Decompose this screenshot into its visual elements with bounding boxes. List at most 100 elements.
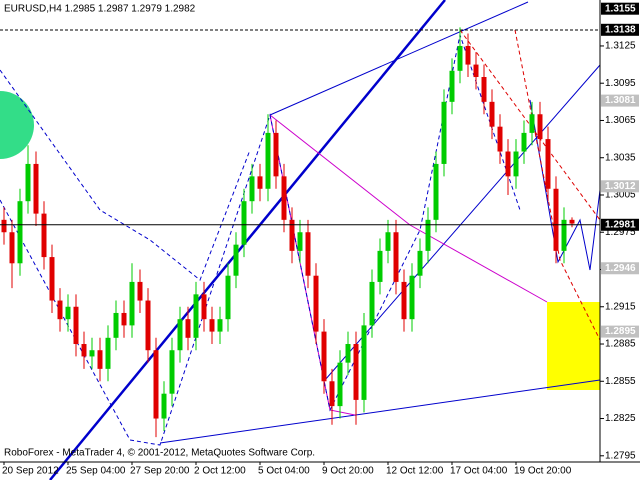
x-tick-label: 5 Oct 04:00 xyxy=(258,466,310,477)
candle-body xyxy=(89,350,95,357)
x-tick-label: 20 Sep 2012 xyxy=(2,466,59,477)
forecast-line xyxy=(529,99,601,271)
y-tick-label: 1.2885 xyxy=(605,339,636,350)
price-label-box xyxy=(601,2,639,15)
candle-body xyxy=(345,344,351,363)
candle-body xyxy=(161,393,167,419)
candle-body xyxy=(537,114,543,140)
candle-body xyxy=(265,132,271,189)
y-tick-label: 1.3035 xyxy=(605,152,636,163)
candle-body xyxy=(113,312,119,338)
candle-body xyxy=(281,176,287,220)
x-tick-label: 17 Oct 04:00 xyxy=(450,466,508,477)
x-tick-label: 25 Sep 04:00 xyxy=(66,466,126,477)
price-label-box xyxy=(601,94,639,107)
candle-body xyxy=(185,319,191,338)
target-circle xyxy=(0,91,34,159)
price-label: 1.3012 xyxy=(605,181,636,192)
candle-body xyxy=(561,219,567,251)
candle-body xyxy=(153,350,159,419)
y-tick-label: 1.2915 xyxy=(605,301,636,312)
candle-body xyxy=(313,275,319,332)
candle-body xyxy=(169,350,175,394)
candle-body xyxy=(321,331,327,382)
candle-body xyxy=(49,257,55,301)
x-tick-label: 27 Sep 20:00 xyxy=(130,466,190,477)
x-tick-label: 2 Oct 12:00 xyxy=(194,466,246,477)
candle-body xyxy=(209,319,215,332)
candle-body xyxy=(505,151,511,177)
candle-body xyxy=(233,244,239,276)
candle-body xyxy=(513,151,519,177)
candle-body xyxy=(489,101,495,127)
price-label: 1.2981 xyxy=(605,219,636,230)
candle-body xyxy=(289,219,295,251)
price-label: 1.2895 xyxy=(605,326,636,337)
candle-body xyxy=(393,232,399,282)
price-label-box xyxy=(601,325,639,338)
price-label: 1.3081 xyxy=(605,95,636,106)
price-label: 1.3138 xyxy=(605,24,636,35)
candle-body xyxy=(177,319,183,351)
candle-body xyxy=(377,250,383,282)
y-tick-label: 1.3125 xyxy=(605,41,636,52)
target-zone xyxy=(547,302,600,390)
candle-body xyxy=(465,45,471,65)
candle-body xyxy=(401,281,407,320)
price-label-box xyxy=(601,218,639,231)
candle-body xyxy=(353,344,359,400)
candle-body xyxy=(417,250,423,276)
candle-body xyxy=(473,64,479,77)
candle-body xyxy=(97,350,103,369)
candle-body xyxy=(73,306,79,345)
candle-body xyxy=(9,232,15,264)
candle-body xyxy=(217,319,223,332)
channel-line xyxy=(269,1,529,116)
trend-line xyxy=(49,0,446,480)
candle-body xyxy=(409,275,415,320)
candle-body xyxy=(145,300,151,351)
candle-body xyxy=(193,294,199,338)
x-tick-label: 9 Oct 20:00 xyxy=(322,466,374,477)
price-label-box xyxy=(601,180,639,193)
candle-body xyxy=(17,201,23,264)
candle-body xyxy=(25,163,31,202)
price-label: 1.2946 xyxy=(605,263,636,274)
candle-body xyxy=(65,306,71,320)
candle-body xyxy=(121,312,127,326)
candle-body xyxy=(257,176,263,189)
candle-body xyxy=(521,132,527,152)
y-tick-label: 1.3095 xyxy=(605,78,636,89)
channel-line xyxy=(159,379,601,444)
candle-body xyxy=(553,188,559,251)
y-tick-label: 1.2975 xyxy=(605,227,636,238)
candle-body xyxy=(425,219,431,251)
candle-body xyxy=(241,201,247,245)
candle-body xyxy=(569,219,575,224)
candle-body xyxy=(129,281,135,326)
candle-body xyxy=(225,275,231,320)
price-label: 1.3155 xyxy=(605,3,636,14)
chart-title: EURUSD,H4 1.2985 1.2987 1.2979 1.2982 xyxy=(4,4,196,15)
candle-body xyxy=(449,70,455,102)
y-tick-label: 1.2855 xyxy=(605,376,636,387)
candle-body xyxy=(273,132,279,177)
candle-body xyxy=(337,362,343,407)
y-tick-label: 1.3005 xyxy=(605,190,636,201)
x-tick-label: 19 Oct 20:00 xyxy=(514,466,572,477)
candle-body xyxy=(1,219,7,233)
candle-body xyxy=(361,325,367,400)
candle-body xyxy=(305,232,311,276)
y-tick-label: 1.3065 xyxy=(605,115,636,126)
candle-body xyxy=(105,337,111,369)
price-label-box xyxy=(601,23,639,36)
candle-body xyxy=(137,281,143,301)
candle-body xyxy=(457,45,463,71)
candle-body xyxy=(201,294,207,320)
candle-body xyxy=(297,232,303,251)
candle-body xyxy=(385,232,391,251)
candle-body xyxy=(441,101,447,164)
candle-body xyxy=(433,163,439,220)
candle-body xyxy=(481,77,487,102)
